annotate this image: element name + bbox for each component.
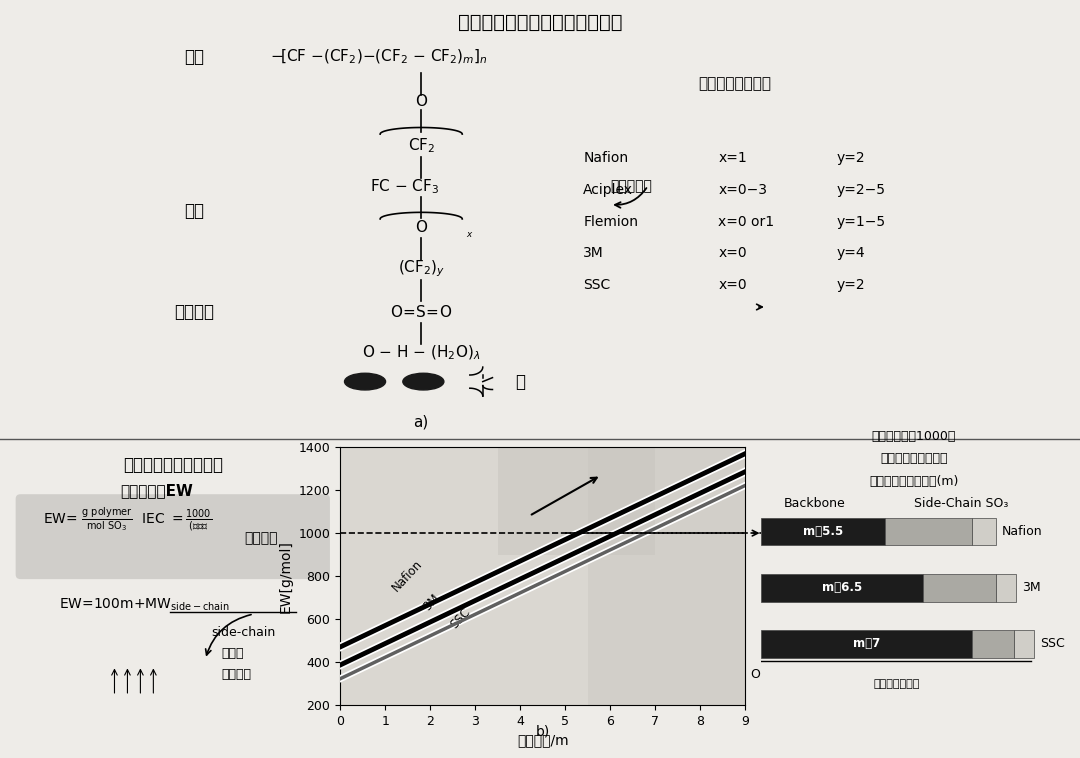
Text: 3M: 3M xyxy=(421,592,443,613)
Text: a): a) xyxy=(414,415,429,430)
Text: y=2: y=2 xyxy=(837,152,866,165)
Text: 换容量）: 换容量） xyxy=(244,531,278,545)
Text: 全氟磺酸树脂结构对比: 全氟磺酸树脂结构对比 xyxy=(123,456,222,475)
Text: y=2: y=2 xyxy=(837,278,866,292)
Bar xyxy=(972,630,1013,658)
Text: 支链: 支链 xyxy=(185,202,204,220)
Text: (CF$_2$)$_y$: (CF$_2$)$_y$ xyxy=(397,258,445,280)
Text: 全氟磺酸离聚物：通用化学结构: 全氟磺酸离聚物：通用化学结构 xyxy=(458,13,622,32)
Text: FC $-$ CF$_3$: FC $-$ CF$_3$ xyxy=(370,177,440,196)
Text: EW=100m+MW$_{\rm side-chain}$: EW=100m+MW$_{\rm side-chain}$ xyxy=(59,597,230,613)
Text: SSC: SSC xyxy=(1040,637,1065,650)
Text: m～6.5: m～6.5 xyxy=(822,581,862,594)
Text: 当量质量同为1000的: 当量质量同为1000的 xyxy=(872,430,956,443)
Text: 当量质量：EW: 当量质量：EW xyxy=(120,484,193,499)
Text: b): b) xyxy=(536,725,550,739)
Text: 情况下，支链的化学: 情况下，支链的化学 xyxy=(880,453,947,465)
Text: Aciplex: Aciplex xyxy=(583,183,633,197)
Text: y=4: y=4 xyxy=(837,246,866,260)
Text: x=0: x=0 xyxy=(718,246,747,260)
Circle shape xyxy=(345,373,386,390)
Text: O $-$ H $-$ (H$_2$O)$_\lambda$: O $-$ H $-$ (H$_2$O)$_\lambda$ xyxy=(362,344,481,362)
Y-axis label: EW[g/mol]: EW[g/mol] xyxy=(279,540,293,612)
Bar xyxy=(972,518,996,546)
Text: $-$: $-$ xyxy=(359,374,372,389)
Bar xyxy=(498,447,656,555)
Text: x=0: x=0 xyxy=(718,278,747,292)
Text: x=0−3: x=0−3 xyxy=(718,183,767,197)
Text: EW= $\frac{\rm g\ polymer}{\rm mol\ SO_3}$  IEC $=\frac{1000}{(\rm 离子交}$: EW= $\frac{\rm g\ polymer}{\rm mol\ SO_3… xyxy=(43,506,213,534)
Text: side-chain: side-chain xyxy=(212,625,275,639)
Text: $-\![$CF $-$(CF$_2$)$-$(CF$_2$ $-$ CF$_2$)$_m]_n$: $-\![$CF $-$(CF$_2$)$-$(CF$_2$ $-$ CF$_2… xyxy=(270,48,488,67)
Bar xyxy=(885,518,972,546)
Text: $+$: $+$ xyxy=(417,374,430,389)
Text: （支链: （支链 xyxy=(221,647,244,660)
Text: 结构影响了主链长度(m): 结构影响了主链长度(m) xyxy=(869,475,959,488)
Text: Nafion: Nafion xyxy=(390,557,426,594)
Text: O: O xyxy=(751,668,760,681)
Text: y=2−5: y=2−5 xyxy=(837,183,886,197)
Text: Nafion: Nafion xyxy=(1002,525,1042,538)
Bar xyxy=(922,574,996,602)
Text: Flemion: Flemion xyxy=(583,215,638,229)
Text: x=1: x=1 xyxy=(718,152,747,165)
Text: O$\!=\!$S$\!=\!$O: O$\!=\!$S$\!=\!$O xyxy=(390,304,453,320)
Text: SSC: SSC xyxy=(448,605,473,631)
FancyBboxPatch shape xyxy=(15,494,330,579)
Text: CF$_2$: CF$_2$ xyxy=(407,136,435,155)
Text: O: O xyxy=(415,221,428,235)
Text: 离子基团: 离子基团 xyxy=(174,303,215,321)
Bar xyxy=(996,574,1016,602)
Text: x=0 or1: x=0 or1 xyxy=(718,215,774,229)
Bar xyxy=(761,574,922,602)
Text: 各组成质量分数: 各组成质量分数 xyxy=(873,679,919,689)
Text: O: O xyxy=(415,95,428,109)
Bar xyxy=(761,518,885,546)
Bar xyxy=(761,630,972,658)
Text: y=1−5: y=1−5 xyxy=(837,215,886,229)
X-axis label: 主链长度/m: 主链长度/m xyxy=(517,733,568,747)
Text: Side-Chain SO₃: Side-Chain SO₃ xyxy=(914,497,1008,510)
Text: m～5.5: m～5.5 xyxy=(802,525,843,538)
Text: SSC: SSC xyxy=(583,278,610,292)
Text: 分子量）: 分子量） xyxy=(221,668,252,681)
Text: 3M: 3M xyxy=(1023,581,1041,594)
Text: $_x$: $_x$ xyxy=(467,227,473,240)
Text: Nafion: Nafion xyxy=(583,152,629,165)
Bar xyxy=(588,447,745,705)
Text: 水: 水 xyxy=(515,373,525,390)
Bar xyxy=(1013,630,1034,658)
Text: m～7: m～7 xyxy=(853,637,880,650)
Text: 四氟乙烯重复单元: 四氟乙烯重复单元 xyxy=(698,76,771,91)
Text: 更长的主链: 更长的主链 xyxy=(610,179,652,193)
Text: 3M: 3M xyxy=(583,246,604,260)
Circle shape xyxy=(403,373,444,390)
Text: Backbone: Backbone xyxy=(783,497,845,510)
Text: 主链: 主链 xyxy=(185,49,204,66)
